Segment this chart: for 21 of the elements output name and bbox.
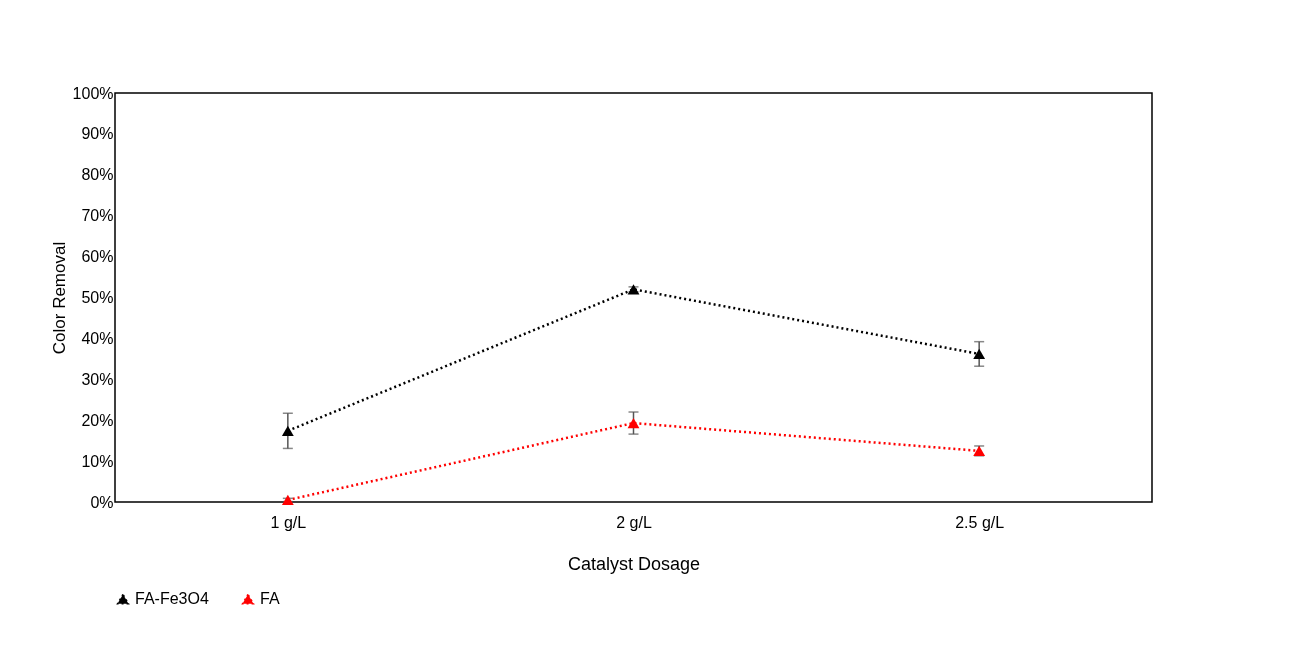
point — [973, 348, 986, 360]
x-tick-label: 1 g/L — [270, 513, 307, 531]
legend-label: FA-Fe3O4 — [135, 590, 209, 607]
y-tick-label: 60% — [81, 248, 114, 266]
y-tick-label: 100% — [72, 84, 114, 102]
x-tick-label: 2 g/L — [616, 513, 652, 531]
y-tick-label: 0% — [90, 493, 114, 511]
legend-label: FA — [260, 590, 280, 607]
y-tick-label: 20% — [81, 411, 114, 429]
y-tick-label: 80% — [81, 166, 114, 184]
y-tick-label: 50% — [81, 289, 114, 306]
y-tick-label: 40% — [81, 329, 114, 347]
x-axis-title: Catalyst Dosage — [567, 553, 701, 574]
y-tick-label: 90% — [81, 125, 114, 143]
point — [281, 425, 294, 436]
y-axis-title: Color Removal — [49, 241, 69, 355]
y-tick-label: 70% — [81, 207, 114, 225]
y-tick-label: 10% — [81, 452, 114, 470]
y-tick-label: 30% — [81, 370, 114, 388]
x-tick-label: 2.5 g/L — [955, 513, 1005, 531]
point — [627, 417, 640, 429]
